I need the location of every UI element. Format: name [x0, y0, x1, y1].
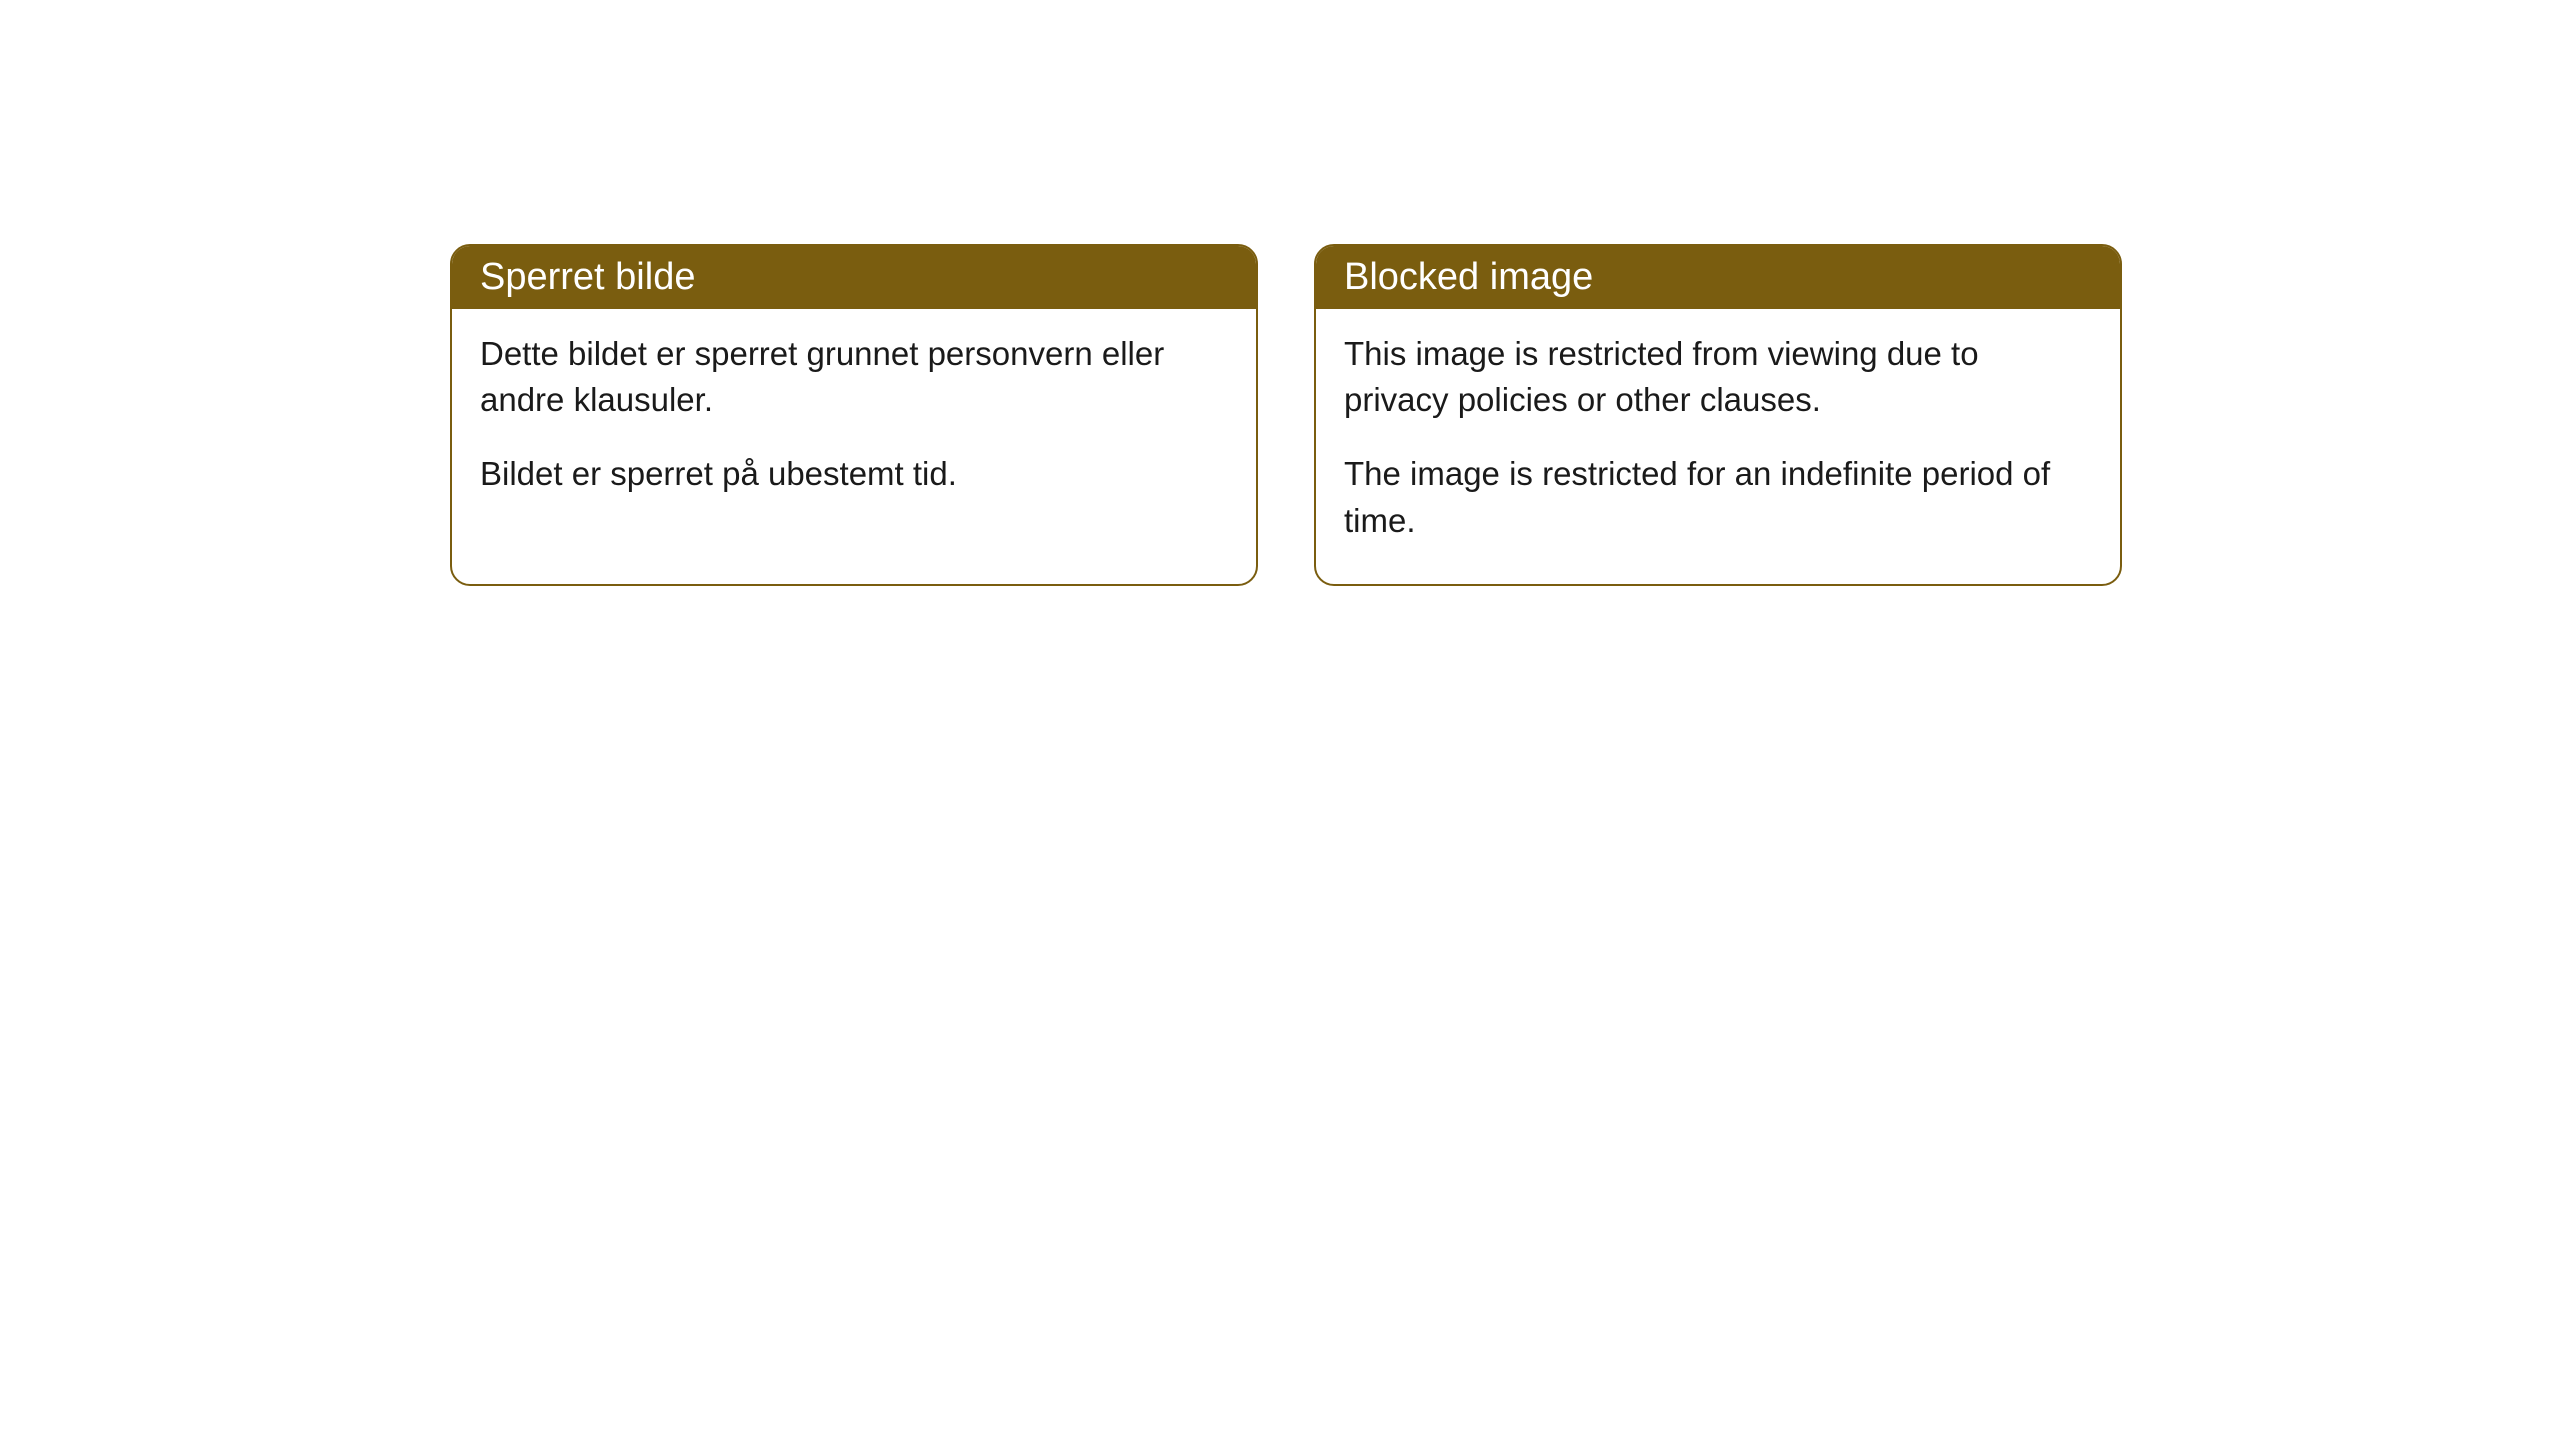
card-english: Blocked image This image is restricted f…: [1314, 244, 2122, 586]
card-paragraph-2: The image is restricted for an indefinit…: [1344, 451, 2092, 543]
card-body-english: This image is restricted from viewing du…: [1316, 309, 2120, 584]
card-body-norwegian: Dette bildet er sperret grunnet personve…: [452, 309, 1256, 538]
cards-container: Sperret bilde Dette bildet er sperret gr…: [450, 244, 2122, 586]
card-paragraph-1: This image is restricted from viewing du…: [1344, 331, 2092, 423]
card-norwegian: Sperret bilde Dette bildet er sperret gr…: [450, 244, 1258, 586]
card-paragraph-2: Bildet er sperret på ubestemt tid.: [480, 451, 1228, 497]
card-paragraph-1: Dette bildet er sperret grunnet personve…: [480, 331, 1228, 423]
card-header-norwegian: Sperret bilde: [452, 246, 1256, 309]
card-header-english: Blocked image: [1316, 246, 2120, 309]
